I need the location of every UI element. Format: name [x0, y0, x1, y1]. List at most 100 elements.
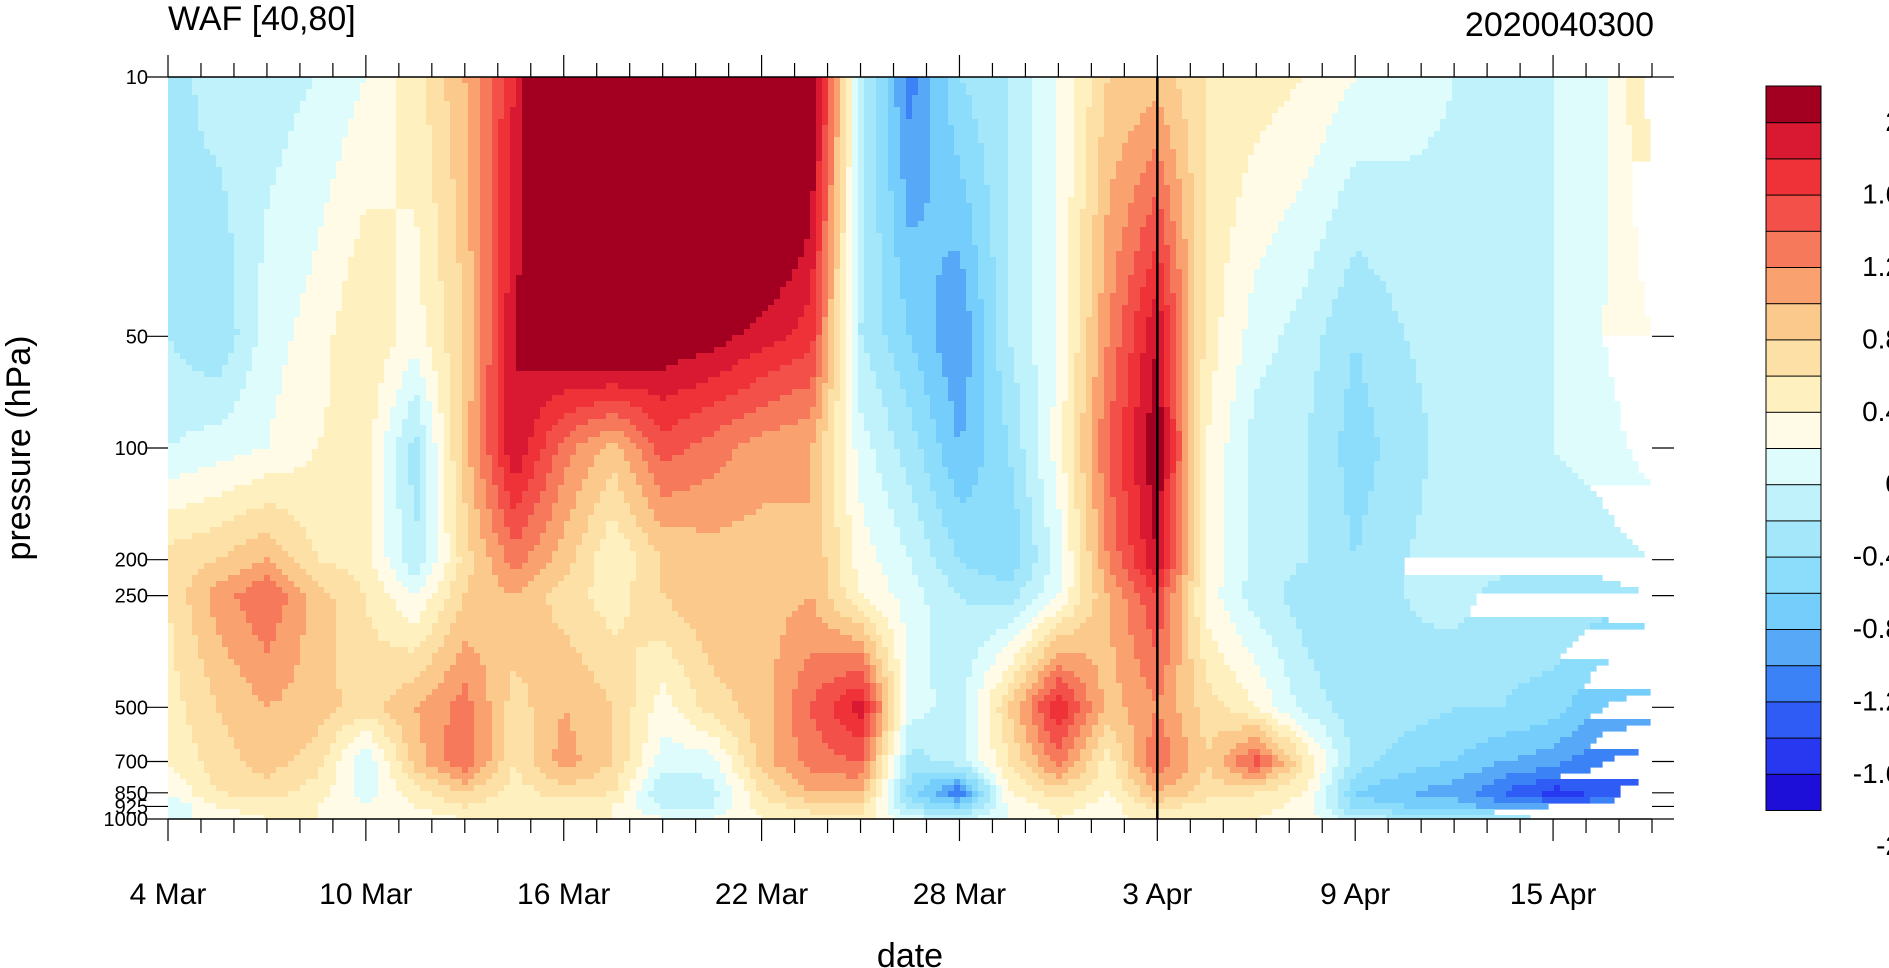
contour-cell	[1212, 401, 1231, 408]
contour-cell	[480, 191, 493, 198]
contour-cell	[864, 515, 895, 522]
contour-cell	[1056, 497, 1069, 504]
contour-cell	[534, 425, 553, 432]
contour-cell	[420, 371, 439, 378]
contour-cell	[1068, 221, 1081, 228]
contour-cell	[384, 431, 403, 438]
contour-cell	[822, 257, 829, 264]
contour-cell	[456, 563, 475, 570]
contour-cell	[1158, 155, 1177, 162]
contour-cell	[840, 143, 847, 150]
contour-cell	[1170, 215, 1183, 222]
contour-cell	[696, 383, 751, 390]
contour-cell	[1248, 497, 1309, 504]
contour-cell	[396, 437, 415, 444]
contour-cell	[1422, 149, 1555, 156]
contour-cell	[1080, 323, 1087, 330]
contour-cell	[840, 251, 847, 258]
contour-cell	[1284, 599, 1411, 606]
contour-cell	[1194, 557, 1201, 564]
contour-cell	[834, 449, 847, 456]
contour-cell	[1062, 527, 1069, 534]
contour-cell	[828, 143, 835, 150]
contour-cell	[438, 533, 451, 540]
contour-cell	[1308, 521, 1351, 528]
contour-cell	[1134, 335, 1147, 342]
contour-cell	[1158, 149, 1177, 156]
contour-cell	[1152, 515, 1159, 522]
contour-cell	[1626, 83, 1645, 90]
contour-cell	[1248, 557, 1309, 564]
contour-cell	[894, 77, 907, 84]
contour-cell	[1104, 257, 1117, 264]
contour-cell	[1350, 257, 1369, 264]
contour-cell	[1062, 617, 1087, 624]
contour-cell	[438, 215, 457, 222]
contour-cell	[888, 173, 901, 180]
contour-cell	[1014, 473, 1027, 480]
contour-cell	[1212, 419, 1231, 426]
contour-cell	[1008, 293, 1033, 300]
contour-cell	[468, 185, 481, 192]
contour-cell	[426, 107, 451, 114]
contour-cell	[810, 341, 817, 348]
contour-cell	[1248, 449, 1309, 456]
contour-cell	[1134, 437, 1147, 444]
contour-cell	[714, 473, 811, 480]
contour-cell	[828, 563, 841, 570]
contour-cell	[522, 173, 817, 180]
contour-cell	[840, 377, 847, 384]
contour-cell	[396, 149, 433, 156]
contour-cell	[1206, 185, 1243, 192]
contour-cell	[1122, 443, 1135, 450]
contour-cell	[762, 503, 823, 510]
contour-cell	[444, 599, 463, 606]
contour-cell	[546, 593, 589, 600]
contour-cell	[996, 275, 1009, 282]
contour-cell	[834, 287, 841, 294]
contour-cell	[864, 125, 877, 132]
contour-cell	[816, 311, 823, 318]
contour-cell	[1308, 539, 1351, 546]
contour-cell	[1074, 455, 1081, 462]
contour-cell	[1452, 77, 1555, 84]
contour-cell	[1182, 197, 1195, 204]
contour-cell	[444, 449, 451, 456]
contour-cell	[1128, 521, 1141, 528]
contour-cell	[396, 323, 427, 330]
contour-cell	[432, 569, 445, 576]
contour-cell	[330, 377, 385, 384]
contour-cell	[1074, 149, 1087, 156]
contour-cell	[498, 401, 505, 408]
contour-cell	[1194, 587, 1207, 594]
contour-cell	[504, 515, 529, 522]
contour-cell	[660, 563, 829, 570]
contour-cell	[288, 341, 331, 348]
contour-cell	[522, 251, 805, 258]
contour-cell	[1074, 389, 1087, 396]
contour-cell	[1308, 443, 1339, 450]
contour-cell	[168, 455, 235, 462]
contour-cell	[1146, 617, 1165, 624]
contour-cell	[1092, 425, 1099, 432]
contour-cell	[1056, 395, 1069, 402]
contour-cell	[1452, 95, 1555, 102]
contour-cell	[498, 419, 505, 426]
contour-cell	[852, 179, 859, 186]
contour-cell	[1146, 443, 1165, 450]
contour-cell	[168, 623, 175, 630]
contour-cell	[1128, 383, 1141, 390]
contour-cell	[816, 197, 823, 204]
contour-cell	[1164, 611, 1171, 618]
contour-cell	[552, 461, 571, 468]
contour-cell	[1056, 503, 1069, 510]
contour-cell	[1134, 431, 1147, 438]
contour-cell	[330, 395, 379, 402]
contour-cell	[1074, 377, 1087, 384]
contour-cell	[834, 431, 847, 438]
contour-cell	[1122, 419, 1135, 426]
contour-cell	[462, 359, 475, 366]
contour-cell	[1206, 575, 1225, 582]
contour-cell	[1116, 581, 1135, 588]
contour-cell	[1344, 497, 1369, 504]
